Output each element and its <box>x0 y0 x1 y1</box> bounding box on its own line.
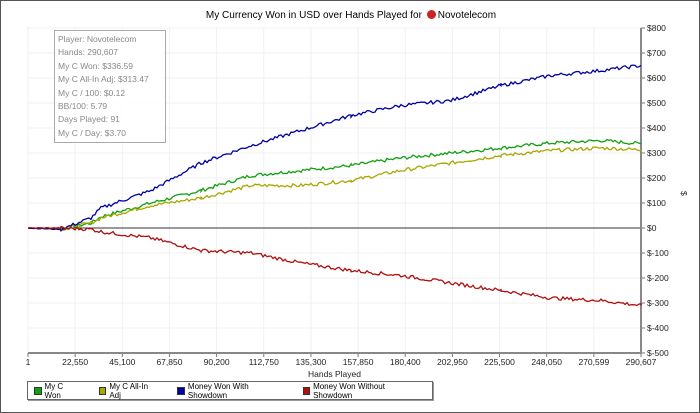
x-tick-label: 270,599 <box>578 357 609 367</box>
y-tick-label: $300 <box>647 148 666 158</box>
x-axis-label: Hands Played <box>308 369 361 379</box>
series-line-my-c-all-in-adj <box>27 146 642 231</box>
stat-perday: My C / Day: $3.70 <box>58 127 127 138</box>
y-tick-label: $400 <box>647 123 666 133</box>
series-line-my-c-won <box>28 138 642 232</box>
legend-label: My C Won <box>44 381 64 400</box>
legend-swatch <box>177 386 185 395</box>
stats-box: Player: Novotelecom Hands: 290,607 My C … <box>54 30 166 143</box>
series-line-money-won-with-showdown <box>28 64 642 232</box>
x-tick-label: 202,950 <box>437 357 468 367</box>
x-tick-label: 157,850 <box>343 357 374 367</box>
series-line-money-won-without-showdown <box>27 225 642 307</box>
x-tick-label: 22,550 <box>62 357 88 367</box>
title-text: My Currency Won in USD over Hands Played… <box>205 10 422 21</box>
y-tick-label: $600 <box>647 73 666 83</box>
legend-label: My C All-In Adj <box>109 381 149 400</box>
legend-swatch <box>98 386 107 395</box>
stat-won: My C Won: $336.59 <box>58 60 133 71</box>
legend-item[interactable]: Money Won With Showdown <box>177 382 282 400</box>
stat-per100: My C / 100: $0.12 <box>58 87 126 98</box>
legend-item[interactable]: Money Won Without Showdown <box>302 381 418 400</box>
x-tick-label: 90,200 <box>204 357 230 367</box>
y-tick-label: $-200 <box>647 273 669 283</box>
legend-swatch <box>302 386 311 395</box>
y-tick-label: $500 <box>647 98 666 108</box>
x-tick-label: 112,750 <box>249 357 279 367</box>
x-tick-label: 180,400 <box>390 357 421 367</box>
stat-hands: Hands: 290,607 <box>58 47 119 58</box>
stat-bb100: BB/100: 5.79 <box>58 100 108 111</box>
title-player: Novotelecom <box>437 10 497 21</box>
y-tick-label: $100 <box>647 198 666 208</box>
y-axis-label: $ <box>679 191 689 196</box>
x-tick-label: 225,500 <box>484 357 515 367</box>
stat-player: Player: Novotelecom <box>58 34 137 44</box>
y-tick-label: $-400 <box>647 323 669 333</box>
legend-label: Money Won With Showdown <box>187 381 249 400</box>
x-tick-label: 248,050 <box>531 357 562 367</box>
x-tick-label: 67,850 <box>156 357 182 367</box>
y-tick-label: $700 <box>647 48 666 58</box>
legend-swatch <box>34 386 42 395</box>
legend-item[interactable]: My C Won <box>34 382 79 400</box>
y-tick-label: $-100 <box>647 248 669 258</box>
x-tick-label: 45,100 <box>109 357 135 367</box>
legend-item[interactable]: My C All-In Adj <box>98 381 158 400</box>
legend-label: Money Won Without Showdown <box>313 381 385 400</box>
x-tick-label: 290,607 <box>626 357 657 367</box>
chart-title: My Currency Won in USD over Hands Played… <box>1 10 699 21</box>
y-tick-label: $200 <box>647 173 666 183</box>
legend: My C Won My C All-In Adj Money Won With … <box>27 381 433 400</box>
y-tick-label: $0 <box>647 223 657 233</box>
y-tick-label: $-300 <box>647 298 669 308</box>
y-tick-label: $-500 <box>647 348 669 358</box>
x-tick-label: 135,300 <box>296 357 327 367</box>
y-tick-label: $800 <box>647 23 666 33</box>
stat-days: Days Played: 91 <box>58 114 120 125</box>
x-tick-label: 1 <box>26 357 31 367</box>
pokertracker-chip-icon <box>426 10 436 19</box>
stat-allin: My C All-In Adj: $313.47 <box>58 74 149 85</box>
